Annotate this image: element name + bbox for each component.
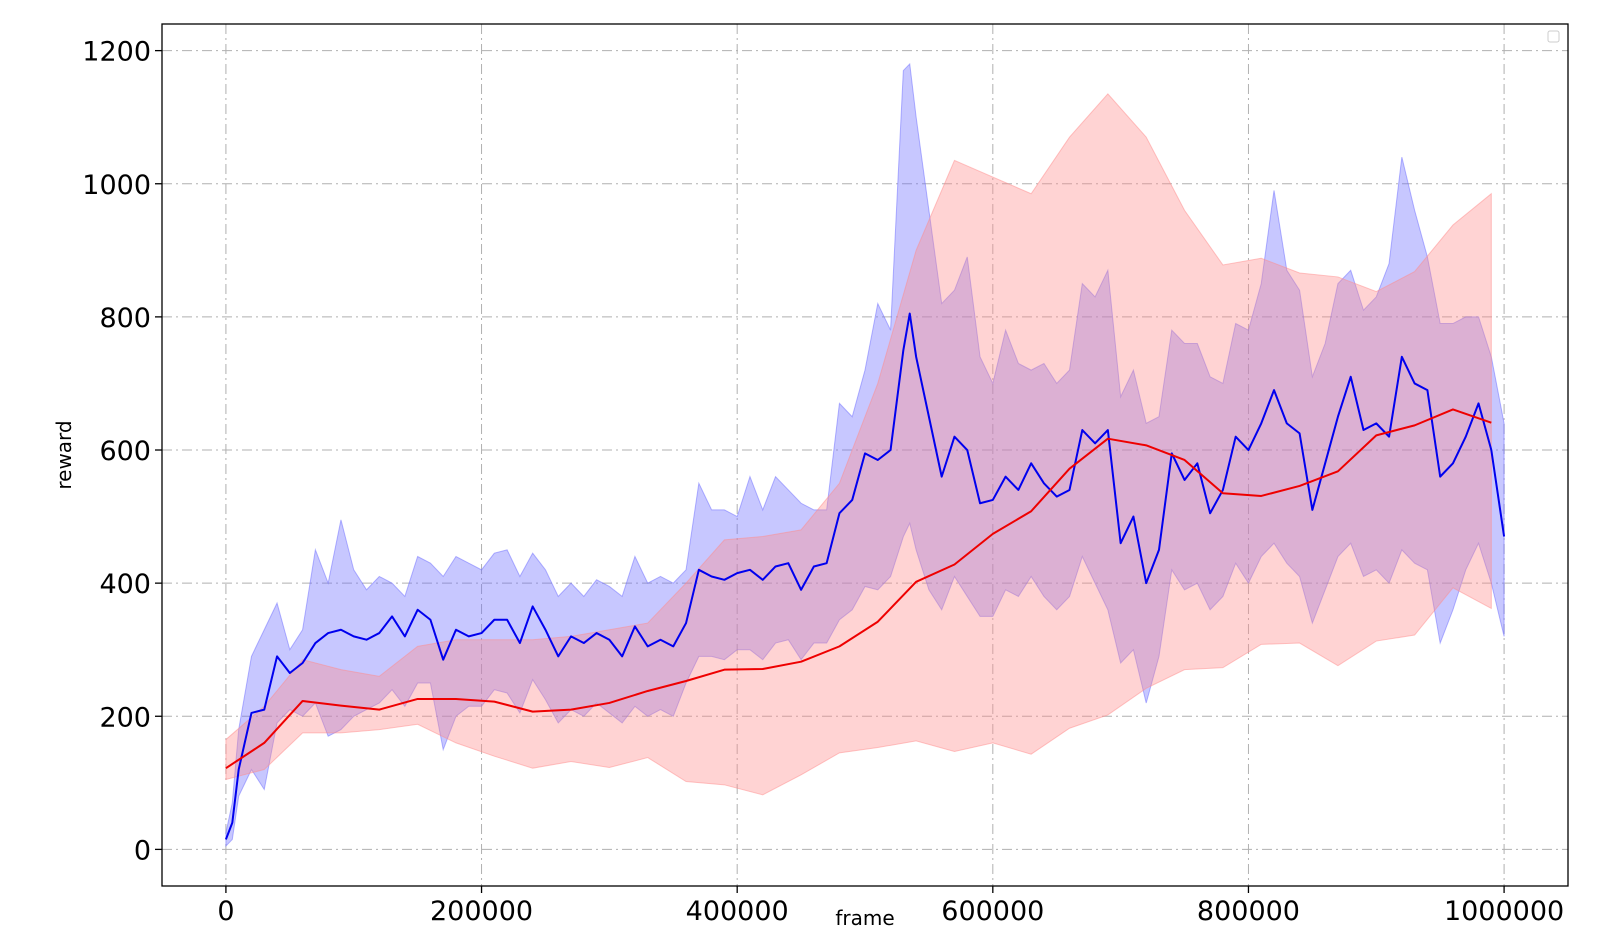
legend-box (1547, 30, 1560, 43)
y-tick-label: 1200 (82, 37, 151, 68)
series-1-band (225, 93, 1492, 796)
axis-ticks: 0 200000 400000 600000 800000 1000000 0 200 400 6… (82, 37, 1564, 927)
y-tick-label: 600 (99, 436, 151, 467)
y-tick-label: 200 (99, 702, 151, 733)
x-tick-label: 600000 (941, 896, 1044, 927)
series-1-line (225, 408, 1492, 770)
y-tick-label: 400 (99, 569, 151, 600)
x-axis-label: frame (835, 906, 894, 930)
series-0-line (224, 312, 1506, 840)
x-tick-label: 400000 (686, 896, 789, 927)
y-tick-label: 800 (99, 303, 151, 334)
y-tick-label: 1000 (82, 170, 151, 201)
y-tick-label: 0 (134, 835, 151, 866)
x-tick-label: 1000000 (1444, 896, 1564, 927)
plot-frame (161, 23, 1569, 887)
x-tick-label: 0 (217, 896, 234, 927)
x-tick-label: 200000 (430, 896, 533, 927)
y-axis-label: reward (52, 420, 76, 489)
grid (162, 24, 1568, 886)
x-tick-label: 800000 (1197, 896, 1300, 927)
series-lines (224, 312, 1506, 840)
